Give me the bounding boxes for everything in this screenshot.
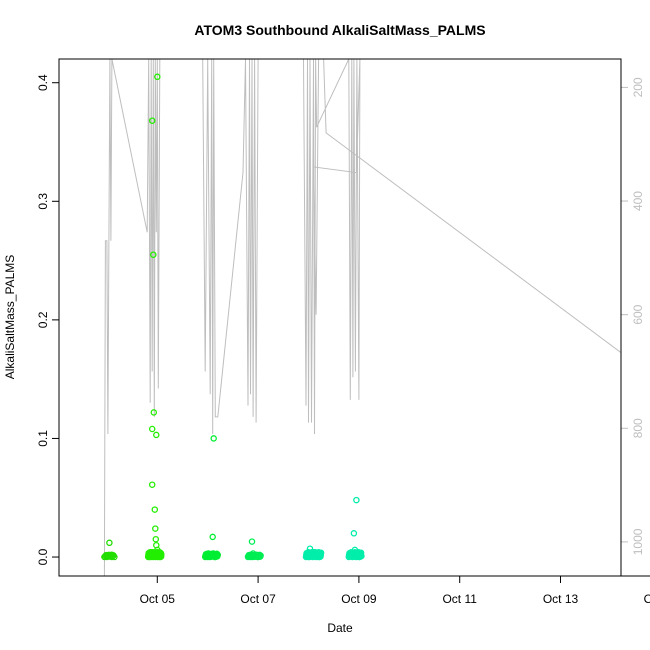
data-point xyxy=(639,498,644,503)
data-point xyxy=(647,552,650,557)
altitude-line xyxy=(103,59,621,576)
data-point xyxy=(645,553,650,558)
data-point xyxy=(646,554,650,559)
right-axis-tick-label: 600 xyxy=(631,304,645,324)
data-point xyxy=(213,550,221,558)
x-tick-label: Oct 07 xyxy=(240,592,276,606)
data-point xyxy=(353,496,360,504)
data-point xyxy=(315,553,322,561)
data-point xyxy=(351,546,359,554)
data-point xyxy=(306,545,314,552)
data-point xyxy=(645,554,650,559)
data-point xyxy=(645,551,650,556)
data-point xyxy=(150,409,158,416)
y-tick-label: 0.1 xyxy=(36,430,50,447)
x-tick-label: Oct 11 xyxy=(442,592,477,606)
axes-layer: Oct 05 Oct 07 Oct 09 Oct 11 Oct 13 Oct 15 0.0 0… xyxy=(36,74,650,606)
x-tick-label: Oct 05 xyxy=(140,592,176,606)
data-point xyxy=(152,525,159,532)
data-point xyxy=(210,435,217,442)
x-axis-label: Date xyxy=(327,621,353,635)
y-tick-label: 0.3 xyxy=(36,193,50,210)
right-axis-tick-label: 200 xyxy=(631,77,645,97)
data-point xyxy=(155,550,162,557)
data-point xyxy=(350,530,358,537)
data-point xyxy=(209,533,216,541)
data-point xyxy=(147,549,155,556)
data-point xyxy=(108,553,116,561)
altitude-line-layer xyxy=(103,59,621,576)
data-point xyxy=(111,553,118,561)
data-point xyxy=(148,425,156,433)
data-point xyxy=(645,551,650,556)
data-point xyxy=(148,481,156,488)
data-point xyxy=(646,552,650,557)
data-point xyxy=(151,506,159,513)
y-axis-label: AlkaliSaltMass_PALMS xyxy=(3,255,17,380)
data-point xyxy=(154,546,161,554)
data-point xyxy=(305,553,312,561)
data-point xyxy=(150,251,157,258)
data-point xyxy=(156,553,164,561)
data-point xyxy=(153,431,160,439)
data-point xyxy=(355,553,363,561)
data-point xyxy=(152,535,160,543)
data-point xyxy=(248,538,256,545)
data-point xyxy=(310,549,317,556)
data-point xyxy=(249,550,257,557)
x-tick-label: Oct 09 xyxy=(341,592,377,606)
right-axis-tick-label: 400 xyxy=(631,191,645,211)
data-point xyxy=(254,553,262,561)
data-point xyxy=(148,117,156,124)
y-tick-label: 0.4 xyxy=(36,74,50,91)
x-tick-label: Oct 15 xyxy=(644,592,650,606)
data-point xyxy=(646,554,650,559)
data-point xyxy=(646,554,650,559)
chart-title: ATOM3 Southbound AlkaliSaltMass_PALMS xyxy=(194,22,485,38)
data-point xyxy=(154,73,161,81)
data-point xyxy=(206,551,214,558)
data-point xyxy=(212,553,219,561)
right-axis-tick-label: 1000 xyxy=(631,528,645,555)
x-tick-label: Oct 13 xyxy=(543,592,579,606)
right-axis-tick-label: 800 xyxy=(631,418,645,438)
plot-frame xyxy=(58,58,622,577)
y-tick-label: 0.2 xyxy=(36,311,50,328)
data-point xyxy=(646,550,650,555)
data-points-layer xyxy=(101,73,650,561)
data-point xyxy=(106,539,113,547)
y-tick-label: 0.0 xyxy=(36,548,50,565)
data-point xyxy=(348,551,355,558)
